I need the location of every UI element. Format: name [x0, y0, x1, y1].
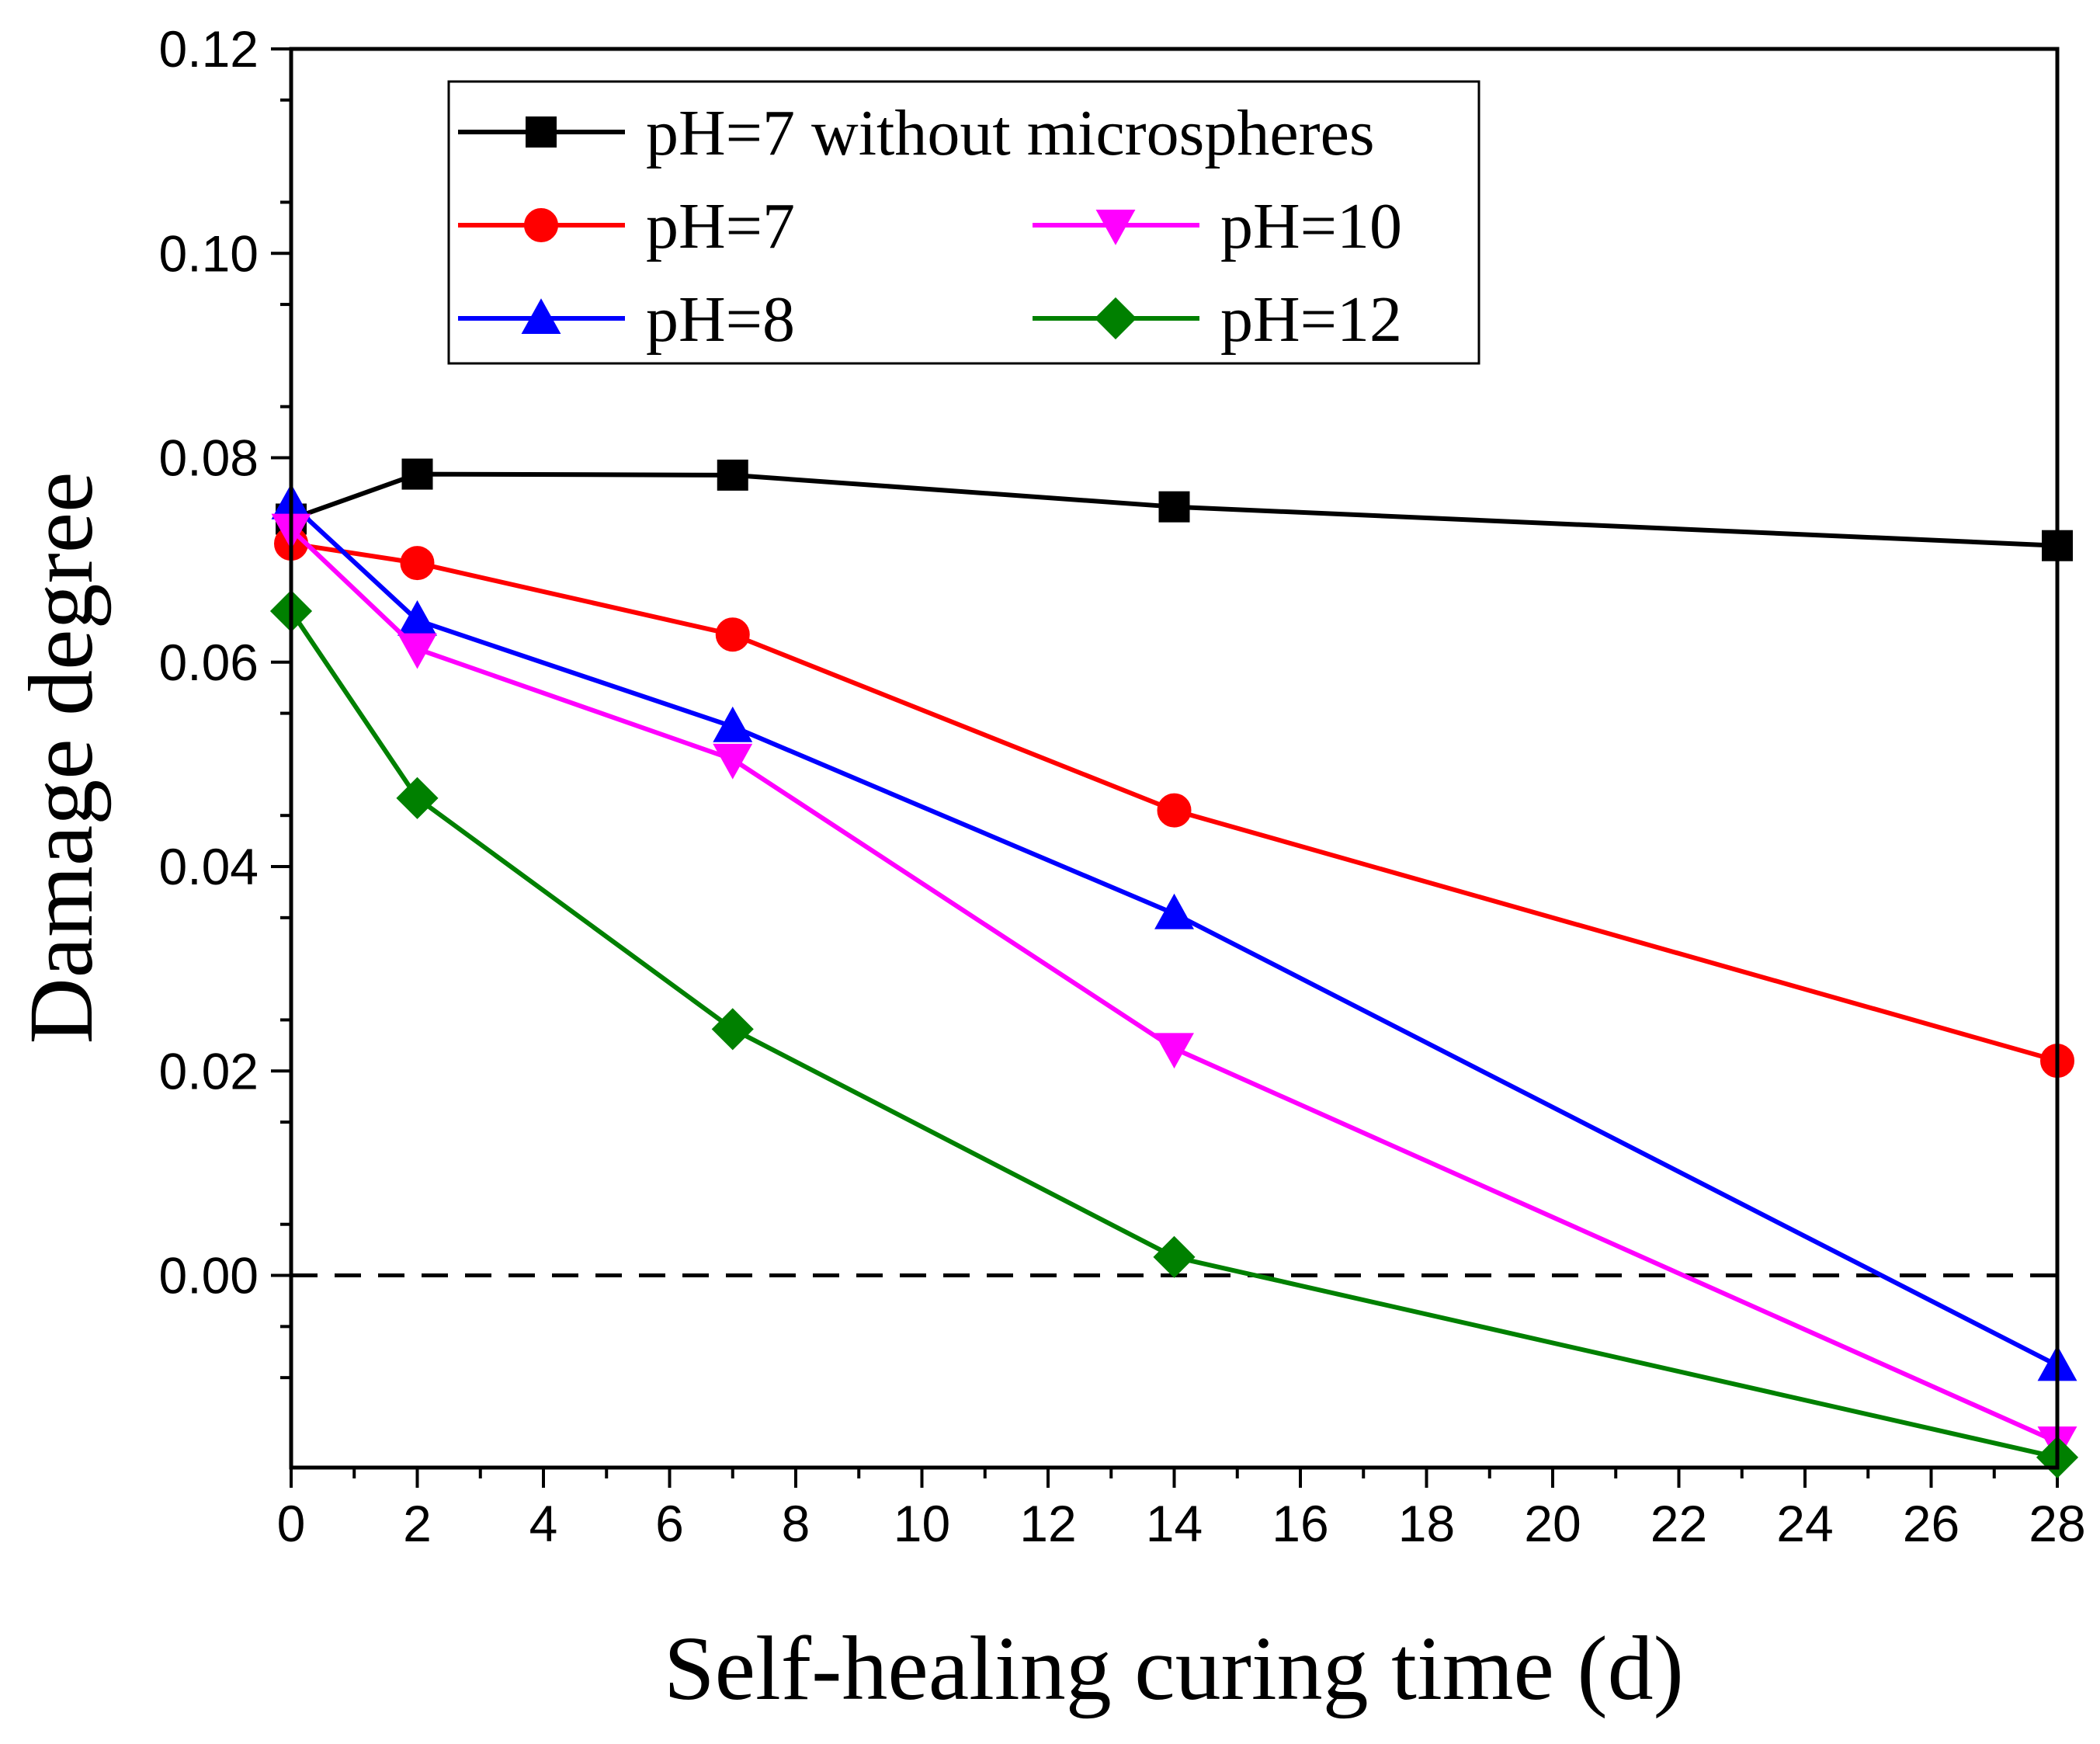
x-tick-label: 20 [1524, 1495, 1581, 1552]
y-tick-label: 0.10 [159, 224, 259, 282]
y-tick-label: 0.12 [159, 20, 259, 78]
y-tick-label: 0.00 [159, 1247, 259, 1305]
legend: pH=7 without microspheres pH=7 pH=8 pH=10 pH… [447, 80, 1480, 365]
data-point [1158, 491, 1190, 523]
legend-marker [521, 298, 561, 334]
x-tick-label: 2 [403, 1495, 432, 1552]
y-tick-label: 0.04 [159, 838, 259, 895]
x-tick-label: 18 [1398, 1495, 1455, 1552]
x-tick-label: 28 [2029, 1495, 2085, 1552]
legend-marker [1094, 297, 1137, 340]
data-point [711, 1008, 754, 1051]
plot-frame [289, 47, 2060, 1470]
legend-label: pH=12 [1220, 283, 1402, 356]
data-point [1154, 1033, 1194, 1069]
data-point [396, 776, 439, 819]
legend-label: pH=8 [646, 283, 795, 356]
x-tick-label: 16 [1272, 1495, 1328, 1552]
x-tick-label: 0 [277, 1495, 306, 1552]
x-tick-label: 26 [1903, 1495, 1959, 1552]
x-tick-label: 12 [1019, 1495, 1076, 1552]
data-point [715, 617, 750, 652]
x-tick-label: 10 [894, 1495, 950, 1552]
x-tick-label: 24 [1776, 1495, 1833, 1552]
data-point [717, 459, 748, 491]
data-point [1153, 1235, 1196, 1278]
legend-entry: pH=12 [1033, 283, 1402, 356]
series-group [269, 458, 2079, 1478]
legend-marker [526, 116, 557, 148]
y-tick-label: 0.02 [159, 1042, 259, 1100]
x-tick-label: 6 [655, 1495, 684, 1552]
x-tick-label: 4 [529, 1495, 558, 1552]
data-point [713, 706, 753, 742]
x-axis-title: Self-healing curing time (d) [664, 1617, 1684, 1719]
axes: 0 2 4 6 8 10 12 14 16 18 20 22 24 26 280.000.020.040.0… [159, 20, 2086, 1552]
legend-entry: pH=7 without microspheres [458, 97, 1375, 169]
data-point [400, 546, 435, 581]
data-point [1154, 893, 1194, 929]
legend-entry: pH=7 [458, 190, 795, 262]
legend-label: pH=7 [646, 190, 795, 262]
y-tick-label: 0.08 [159, 429, 259, 487]
data-point [713, 743, 753, 780]
series-1 [274, 526, 2074, 1079]
legend-label: pH=10 [1220, 190, 1402, 262]
legend-entry: pH=8 [458, 283, 795, 356]
series-0 [276, 458, 2073, 561]
legend-label: pH=7 without microspheres [646, 97, 1375, 169]
x-tick-label: 22 [1650, 1495, 1707, 1552]
legend-entry: pH=10 [1033, 190, 1402, 262]
legend-marker [1095, 210, 1136, 245]
y-tick-label: 0.06 [159, 634, 259, 691]
x-tick-label: 14 [1146, 1495, 1203, 1552]
y-axis-title: Damage degree [10, 471, 112, 1044]
x-tick-label: 8 [782, 1495, 810, 1552]
data-point [401, 458, 433, 490]
data-point [1157, 793, 1192, 828]
data-point [397, 633, 437, 669]
legend-marker [524, 208, 558, 242]
